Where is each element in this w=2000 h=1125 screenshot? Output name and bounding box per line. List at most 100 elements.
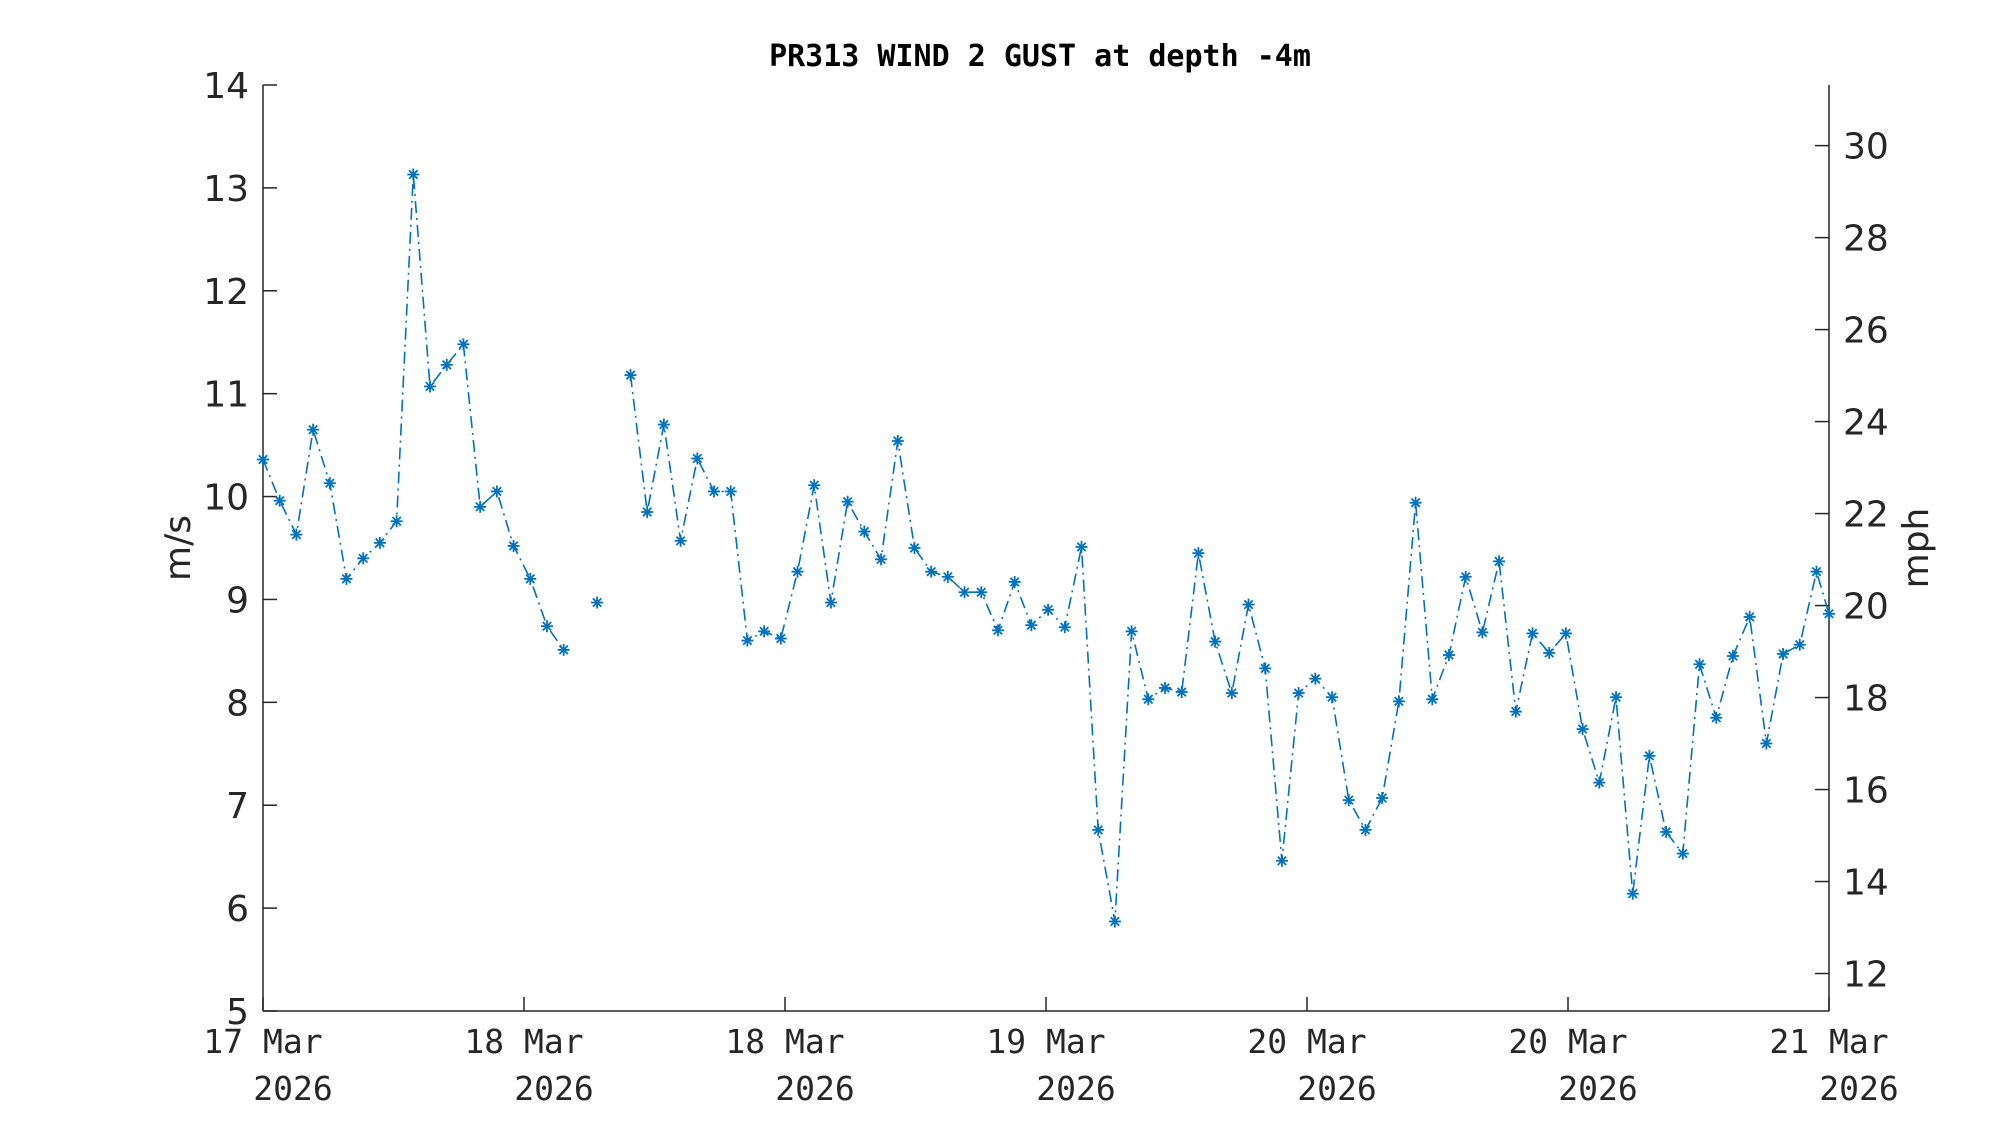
data-point <box>1442 649 1455 662</box>
x-tick-label-year: 2026 <box>1558 1069 1637 1108</box>
data-point <box>958 586 971 599</box>
data-point <box>1810 565 1823 578</box>
plot-area <box>257 168 1835 928</box>
data-point <box>1409 496 1422 509</box>
data-point <box>524 572 537 585</box>
data-point <box>1760 737 1773 750</box>
data-point <box>891 434 904 447</box>
x-tick-label-year: 2026 <box>1036 1069 1115 1108</box>
y-axis-label-right: mph <box>1896 508 1937 589</box>
data-point <box>741 634 754 647</box>
data-point <box>824 596 837 609</box>
data-point <box>1543 646 1556 659</box>
data-point <box>357 552 370 565</box>
data-point <box>1660 825 1673 838</box>
data-point <box>257 453 269 466</box>
y-tick-label-right: 26 <box>1843 311 1889 352</box>
data-point <box>507 539 520 552</box>
data-point <box>1576 723 1589 736</box>
data-point <box>1359 823 1372 836</box>
y-tick-label-right: 22 <box>1843 495 1889 536</box>
data-point <box>808 479 821 492</box>
data-point <box>1108 915 1121 928</box>
data-point <box>1426 693 1439 706</box>
data-point <box>674 534 687 547</box>
data-point <box>1777 647 1790 660</box>
data-point <box>791 565 804 578</box>
data-point <box>1509 705 1522 718</box>
x-tick-label-date: 20 Mar <box>1247 1022 1366 1061</box>
data-point <box>1693 658 1706 671</box>
data-point <box>975 586 988 599</box>
data-point <box>1175 686 1188 699</box>
x-tick-label-date: 21 Mar <box>1769 1022 1888 1061</box>
data-point <box>1275 854 1288 867</box>
data-point <box>1309 672 1322 685</box>
data-point <box>424 380 437 393</box>
data-point <box>1008 575 1021 588</box>
x-tick-label-year: 2026 <box>514 1069 593 1108</box>
x-tick-label-year: 2026 <box>775 1069 854 1108</box>
data-point <box>273 494 286 507</box>
x-tick-label-year: 2026 <box>1297 1069 1376 1108</box>
data-point <box>373 536 386 549</box>
data-point <box>1242 598 1255 611</box>
data-point <box>641 505 654 518</box>
series-line <box>262 174 1830 922</box>
x-tick-label-date: 18 Mar <box>725 1022 844 1061</box>
axes: 5 6 7 8 9 10 11 12 13 14 12 14 16 18 20 22 24 26 28 30 17 Ma… <box>203 66 1899 1108</box>
data-point <box>774 632 787 645</box>
data-point <box>841 495 854 508</box>
data-point <box>691 452 704 465</box>
data-point <box>1192 547 1205 560</box>
data-point <box>1342 794 1355 807</box>
y-tick-label-left: 11 <box>203 375 249 416</box>
data-point <box>1259 662 1272 675</box>
y-tick-label-left: 5 <box>226 992 249 1033</box>
data-point <box>1559 627 1572 640</box>
y-tick-label-right: 18 <box>1843 679 1889 720</box>
data-point <box>474 500 487 513</box>
data-point <box>1025 619 1038 632</box>
data-point <box>307 423 320 436</box>
data-point <box>1392 695 1405 708</box>
data-point <box>407 168 420 181</box>
data-point <box>1092 823 1105 836</box>
y-tick-label-left: 12 <box>203 272 249 313</box>
data-point <box>1526 627 1539 640</box>
data-point <box>1643 749 1656 762</box>
data-point <box>1610 691 1623 704</box>
y-tick-label-right: 24 <box>1843 403 1889 444</box>
data-point <box>624 369 637 382</box>
data-point <box>1676 847 1689 860</box>
y-axis-label-left: m/s <box>158 515 199 581</box>
data-point <box>1626 887 1639 900</box>
data-point <box>758 625 771 638</box>
data-point <box>1710 711 1723 724</box>
data-point <box>540 620 553 633</box>
y-tick-label-right: 12 <box>1843 955 1889 996</box>
data-point <box>941 570 954 583</box>
data-point <box>1459 570 1472 583</box>
data-point <box>1142 693 1155 706</box>
x-tick-label-year: 2026 <box>1819 1069 1898 1108</box>
data-point <box>1823 607 1835 620</box>
data-point <box>925 565 938 578</box>
data-point <box>1292 687 1305 700</box>
x-tick-label-date: 17 Mar <box>203 1022 322 1061</box>
y-tick-label-left: 8 <box>226 683 249 724</box>
y-tick-label-left: 13 <box>203 169 249 210</box>
y-tick-label-left: 10 <box>203 478 249 519</box>
data-point <box>440 358 453 371</box>
x-tick-label-date: 20 Mar <box>1508 1022 1627 1061</box>
data-point <box>490 485 503 498</box>
data-point <box>1726 650 1739 663</box>
data-point <box>1058 621 1071 634</box>
y-tick-label-right: 16 <box>1843 771 1889 812</box>
x-tick-label-year: 2026 <box>253 1069 332 1108</box>
data-point <box>1793 638 1806 651</box>
data-point <box>390 515 403 528</box>
data-point <box>1476 626 1489 639</box>
y-tick-label-left: 14 <box>203 66 249 107</box>
